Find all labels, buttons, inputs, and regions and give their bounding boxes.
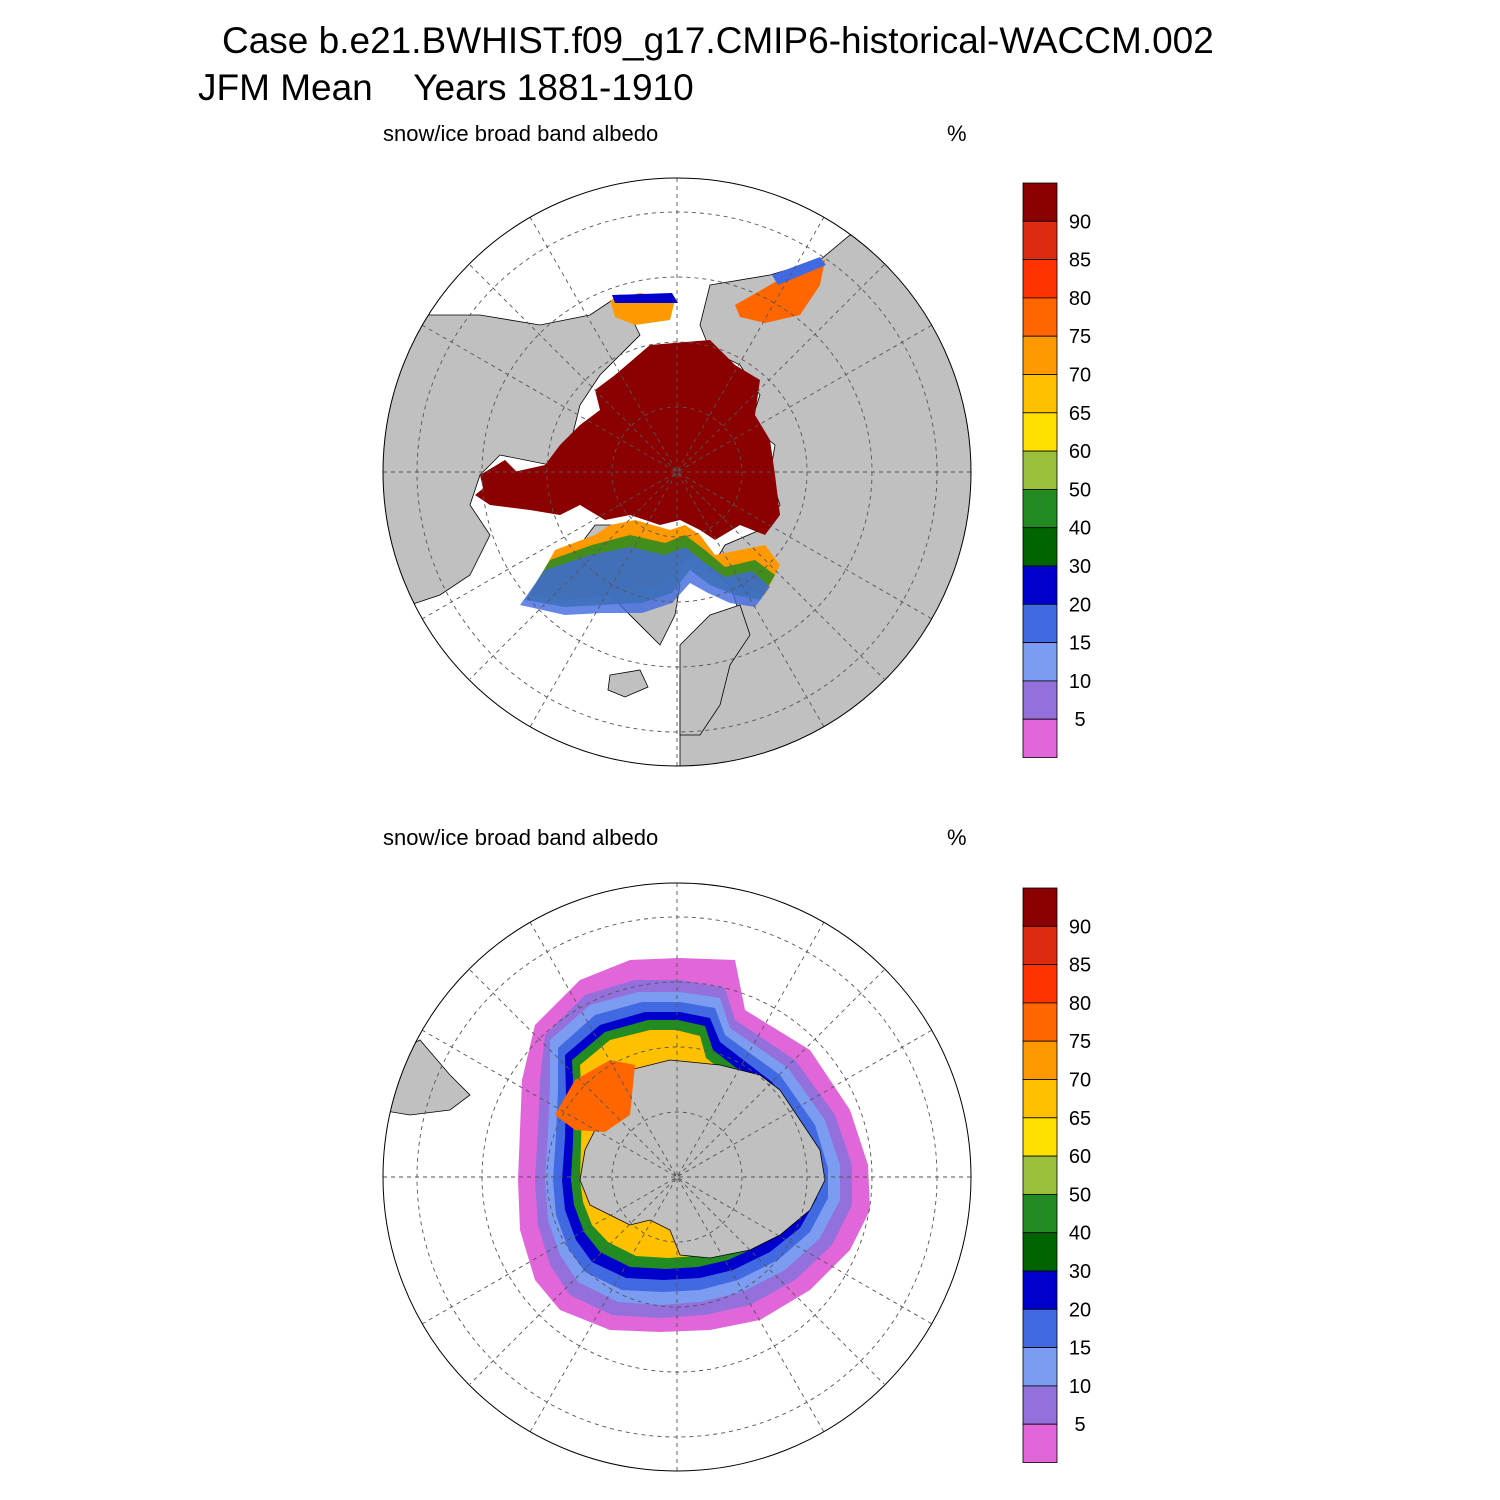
- colorbar-swatch: [1022, 718, 1058, 758]
- colorbar-tick-label: 60: [1069, 1146, 1091, 1168]
- weddell-sea-ice: [555, 1060, 635, 1132]
- south-map-border: [382, 882, 972, 1472]
- colorbar-swatch: [1022, 488, 1058, 529]
- south-variable-label: snow/ice broad band albedo: [383, 825, 659, 850]
- colorbar-tick-label: 75: [1069, 1031, 1091, 1053]
- colorbar-tick-label: 30: [1069, 556, 1091, 578]
- colorbar-tick-label: 15: [1069, 633, 1091, 655]
- colorbar-swatch: [1022, 1079, 1058, 1119]
- colorbar-tick-label: 65: [1069, 403, 1091, 425]
- colorbar-tick-label: 85: [1069, 250, 1091, 272]
- north-map-border: [382, 177, 972, 767]
- colorbar-tick-label: 10: [1069, 671, 1091, 693]
- colorbar-tick-label: 40: [1069, 518, 1091, 540]
- colorbar-tick-label: 90: [1069, 916, 1091, 938]
- colorbar-tick-label: 30: [1069, 1261, 1091, 1283]
- colorbar-swatch: [1022, 680, 1058, 720]
- colorbar-swatch: [1022, 887, 1058, 927]
- north-variable-label: snow/ice broad band albedo: [383, 121, 659, 146]
- colorbar-swatch: [1022, 964, 1058, 1004]
- north-graticule: [383, 178, 971, 766]
- colorbar-tick-label: 75: [1069, 326, 1091, 348]
- colorbar-swatch: [1022, 297, 1058, 337]
- colorbar-tick-label: 5: [1074, 1414, 1085, 1436]
- colorbar-swatch: [1022, 374, 1058, 414]
- colorbar-swatch: [1022, 1347, 1058, 1387]
- south-polar-map: [382, 882, 972, 1472]
- colorbar-swatch: [1022, 1232, 1058, 1272]
- colorbar-swatch: [1022, 1385, 1058, 1425]
- colorbar-swatch: [1022, 603, 1058, 643]
- colorbar-swatch: [1022, 565, 1058, 605]
- colorbar-tick-label: 15: [1069, 1338, 1091, 1360]
- colorbar-swatch: [1022, 642, 1058, 682]
- north-pack-ice: [475, 340, 780, 540]
- colorbar-swatch: [1022, 220, 1058, 260]
- south-graticule: [383, 883, 971, 1471]
- colorbar-swatch: [1022, 1002, 1058, 1042]
- colorbar-tick-label: 80: [1069, 993, 1091, 1015]
- north-ice-field: [475, 257, 826, 615]
- colorbar-swatch: [1022, 259, 1058, 299]
- case-title: Case b.e21.BWHIST.f09_g17.CMIP6-historic…: [222, 20, 1214, 61]
- colorbar-swatch: [1022, 1270, 1058, 1310]
- colorbar-tick-label: 70: [1069, 1070, 1091, 1092]
- colorbar-tick-label: 20: [1069, 594, 1091, 616]
- colorbar-swatch: [1022, 1423, 1058, 1463]
- colorbar-swatch: [1022, 1193, 1058, 1234]
- colorbar-swatch: [1022, 450, 1058, 490]
- colorbar-swatch: [1022, 412, 1058, 452]
- colorbar-tick-label: 5: [1074, 709, 1085, 731]
- colorbar-tick-label: 80: [1069, 288, 1091, 310]
- colorbar-tick-label: 90: [1069, 211, 1091, 233]
- colorbar-tick-label: 10: [1069, 1376, 1091, 1398]
- south-colorbar: 5 10 15 20 30 40 50 60 65 70 75 80 85 90: [1022, 887, 1091, 1463]
- colorbar-swatch: [1022, 1155, 1058, 1195]
- colorbar-swatch: [1022, 182, 1058, 222]
- colorbar-tick-label: 85: [1069, 955, 1091, 977]
- colorbar-tick-label: 50: [1069, 479, 1091, 501]
- colorbar-swatch: [1022, 1040, 1058, 1080]
- colorbar-swatch: [1022, 527, 1058, 567]
- south-units-label: %: [947, 825, 967, 850]
- period-title: JFM Mean Years 1881-1910: [198, 67, 694, 108]
- colorbar-swatch: [1022, 335, 1058, 375]
- colorbar-swatch: [1022, 1117, 1058, 1157]
- colorbar-tick-label: 60: [1069, 441, 1091, 463]
- colorbar-tick-label: 70: [1069, 365, 1091, 387]
- north-polar-map: [382, 177, 972, 767]
- colorbar-tick-label: 50: [1069, 1184, 1091, 1206]
- colorbar-tick-label: 65: [1069, 1108, 1091, 1130]
- colorbar-swatch: [1022, 925, 1058, 965]
- north-colorbar: 5 10 15 20 30 40 50 60 65 70 75 80 85 90: [1022, 182, 1091, 758]
- colorbar-tick-label: 20: [1069, 1299, 1091, 1321]
- north-units-label: %: [947, 121, 967, 146]
- colorbar-tick-label: 40: [1069, 1223, 1091, 1245]
- colorbar-swatch: [1022, 1308, 1058, 1348]
